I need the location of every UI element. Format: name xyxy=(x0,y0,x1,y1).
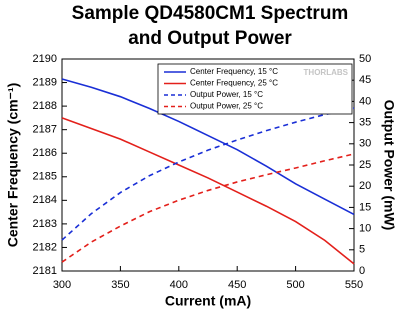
chart-title: and Output Power xyxy=(128,28,292,49)
series-line xyxy=(61,107,355,241)
x-axis-label: Current (mA) xyxy=(165,293,251,309)
y-tick-label: 2183 xyxy=(33,218,57,230)
legend-label: Center Frequency, 25 °C xyxy=(190,79,278,88)
legend-label: Output Power, 25 °C xyxy=(190,102,263,111)
y-tick-label: 2181 xyxy=(33,265,57,277)
y2-tick-label: 45 xyxy=(359,74,371,86)
y-tick-label: 2182 xyxy=(33,241,57,253)
y2-tick-label: 10 xyxy=(359,223,371,235)
legend-label: Center Frequency, 15 °C xyxy=(190,67,278,76)
y-tick-label: 2189 xyxy=(33,76,57,88)
y2-axis-label: Output Power (mW) xyxy=(381,100,397,231)
y2-tick-label: 20 xyxy=(359,180,371,192)
y2-tick-label: 0 xyxy=(359,265,365,277)
y-tick-label: 2184 xyxy=(33,194,57,206)
x-tick-label: 300 xyxy=(53,279,71,291)
y-tick-label: 2186 xyxy=(33,147,57,159)
series-line xyxy=(61,117,355,265)
y2-tick-label: 35 xyxy=(359,117,371,129)
y-axis-label: Center Frequency (cm⁻¹) xyxy=(5,83,21,248)
x-tick-label: 400 xyxy=(170,279,188,291)
series-line xyxy=(61,153,355,263)
legend-box xyxy=(157,63,353,115)
y2-tick-label: 15 xyxy=(359,201,371,213)
y2-tick-label: 40 xyxy=(359,95,371,107)
watermark: THORLABS xyxy=(304,68,349,77)
y-tick-label: 2187 xyxy=(33,124,57,136)
x-tick-label: 450 xyxy=(228,279,246,291)
x-tick-label: 350 xyxy=(111,279,129,291)
series-line xyxy=(61,78,355,216)
y-tick-label: 2190 xyxy=(33,53,57,65)
y2-tick-label: 50 xyxy=(359,53,371,65)
y2-tick-label: 25 xyxy=(359,159,371,171)
legend-label: Output Power, 15 °C xyxy=(190,90,263,99)
x-tick-label: 550 xyxy=(345,279,363,291)
y2-tick-label: 30 xyxy=(359,138,371,150)
x-tick-label: 500 xyxy=(286,279,304,291)
chart-title: Sample QD4580CM1 Spectrum xyxy=(72,3,349,24)
y2-tick-label: 5 xyxy=(359,244,365,256)
y-tick-label: 2188 xyxy=(33,100,57,112)
y-tick-label: 2185 xyxy=(33,171,57,183)
